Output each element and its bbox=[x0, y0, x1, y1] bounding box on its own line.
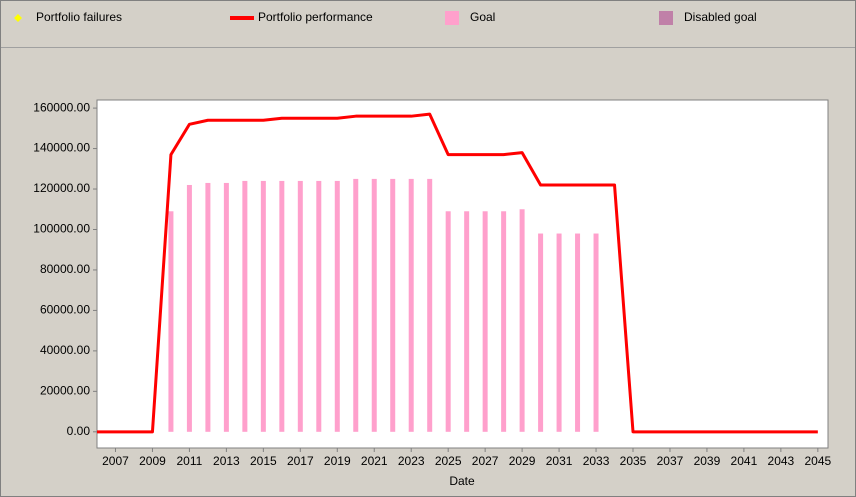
x-tick-label: 2017 bbox=[287, 454, 314, 468]
x-tick-label: 2027 bbox=[472, 454, 499, 468]
y-tick-label: 40000.00 bbox=[40, 343, 90, 357]
bar bbox=[427, 178, 433, 432]
legend-marker bbox=[14, 14, 22, 22]
bar bbox=[297, 180, 303, 432]
x-tick-label: 2033 bbox=[583, 454, 610, 468]
x-tick-label: 2009 bbox=[139, 454, 166, 468]
bar bbox=[334, 180, 340, 432]
x-tick-label: 2035 bbox=[620, 454, 647, 468]
x-tick-label: 2045 bbox=[804, 454, 831, 468]
x-tick-label: 2039 bbox=[694, 454, 721, 468]
bar bbox=[390, 178, 396, 432]
bar bbox=[408, 178, 414, 432]
plot-area bbox=[96, 99, 829, 449]
y-tick-label: 140000.00 bbox=[33, 141, 90, 155]
bar bbox=[223, 182, 229, 432]
bar bbox=[186, 184, 192, 432]
bar bbox=[501, 211, 507, 432]
x-tick-label: 2021 bbox=[361, 454, 388, 468]
legend-label: Goal bbox=[470, 10, 495, 24]
y-tick-label: 60000.00 bbox=[40, 303, 90, 317]
x-tick-label: 2025 bbox=[435, 454, 462, 468]
y-tick-label: 120000.00 bbox=[33, 181, 90, 195]
x-tick-label: 2031 bbox=[546, 454, 573, 468]
legend-marker bbox=[445, 11, 459, 25]
x-axis-label: Date bbox=[449, 474, 475, 488]
y-tick-label: 100000.00 bbox=[33, 222, 90, 236]
bar bbox=[464, 211, 470, 432]
bar bbox=[482, 211, 488, 432]
bar bbox=[260, 180, 266, 432]
bar bbox=[371, 178, 377, 432]
y-tick-label: 160000.00 bbox=[33, 100, 90, 114]
bar bbox=[575, 233, 581, 432]
bar bbox=[538, 233, 544, 432]
line bbox=[97, 112, 818, 434]
y-tick-label: 80000.00 bbox=[40, 262, 90, 276]
x-tick-label: 2019 bbox=[324, 454, 351, 468]
x-tick-label: 2011 bbox=[177, 454, 203, 468]
x-tick-label: 2041 bbox=[731, 454, 758, 468]
legend-label: Portfolio failures bbox=[36, 10, 122, 24]
bar bbox=[205, 182, 211, 432]
x-tick-label: 2037 bbox=[657, 454, 684, 468]
legend-label: Portfolio performance bbox=[258, 10, 373, 24]
bar bbox=[556, 233, 562, 432]
y-tick-label: 20000.00 bbox=[40, 384, 90, 398]
x-tick-label: 2013 bbox=[213, 454, 240, 468]
bar bbox=[316, 180, 322, 432]
x-tick-label: 2043 bbox=[768, 454, 795, 468]
legend-marker bbox=[659, 11, 673, 25]
legend-label: Disabled goal bbox=[684, 10, 757, 24]
bar bbox=[593, 233, 599, 432]
bar bbox=[279, 180, 285, 432]
x-tick-label: 2029 bbox=[509, 454, 536, 468]
bar bbox=[242, 180, 248, 432]
x-tick-label: 2023 bbox=[398, 454, 425, 468]
bar bbox=[168, 211, 174, 432]
bar bbox=[519, 209, 525, 432]
bar bbox=[445, 211, 451, 432]
bar bbox=[353, 178, 359, 432]
y-tick-label: 0.00 bbox=[67, 424, 91, 438]
x-tick-label: 2015 bbox=[250, 454, 277, 468]
x-tick-label: 2007 bbox=[102, 454, 129, 468]
